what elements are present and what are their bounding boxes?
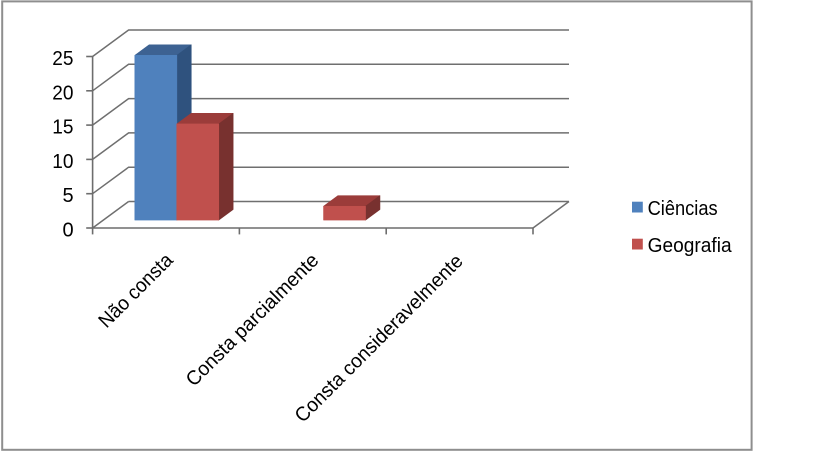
svg-text:20: 20 — [52, 82, 73, 104]
svg-text:Ciências: Ciências — [648, 198, 718, 220]
svg-text:5: 5 — [63, 185, 74, 207]
svg-text:Geografia: Geografia — [648, 235, 733, 257]
svg-text:0: 0 — [63, 220, 74, 242]
svg-text:25: 25 — [52, 48, 73, 70]
svg-text:10: 10 — [52, 151, 73, 173]
svg-text:15: 15 — [52, 117, 73, 139]
